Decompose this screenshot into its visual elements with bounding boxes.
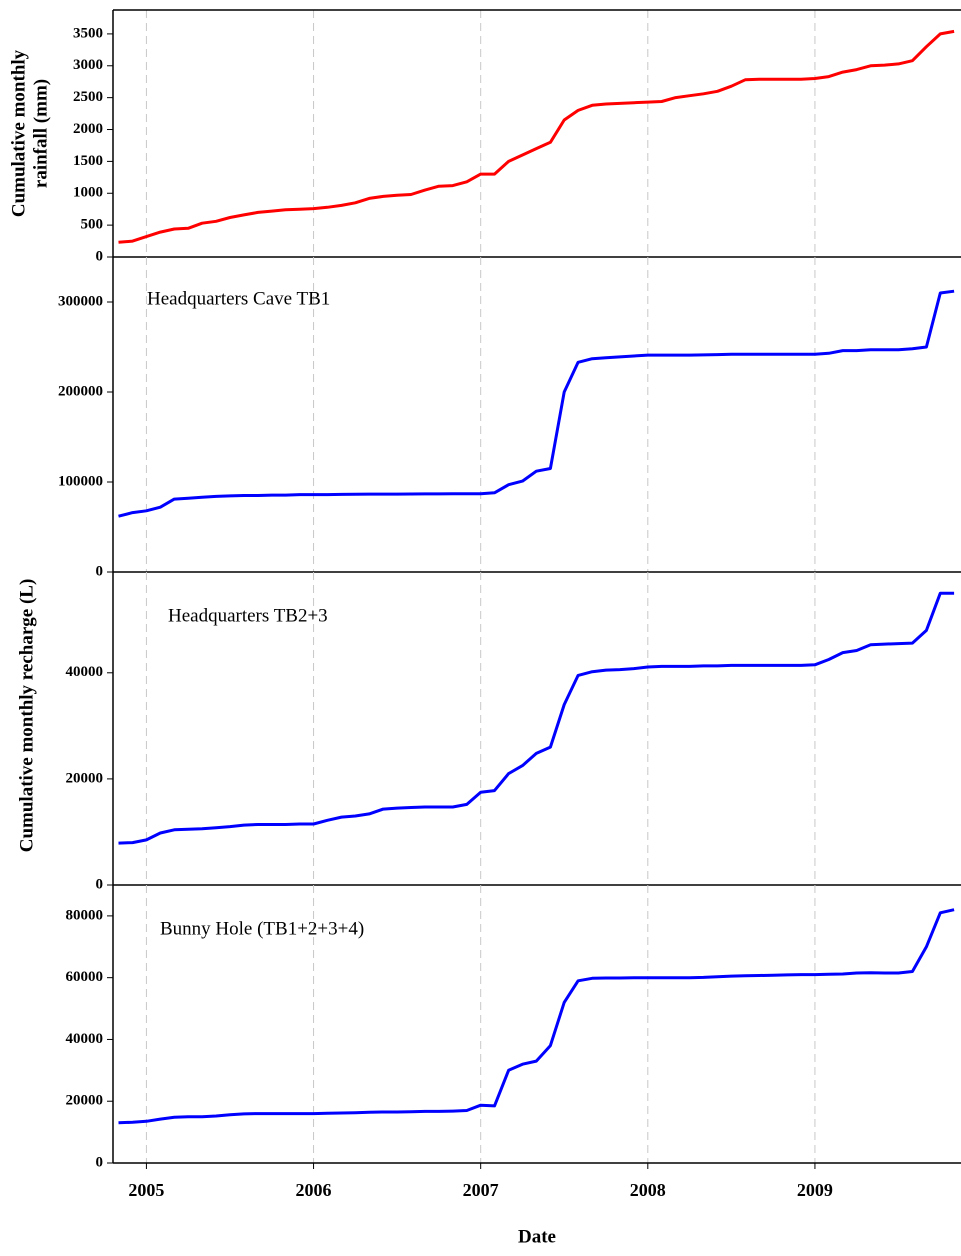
x-axis-label: Date — [518, 1226, 556, 1247]
data-line — [118, 289, 955, 518]
x-tick-label: 2009 — [797, 1180, 833, 1200]
x-tick-label: 2006 — [296, 1180, 332, 1200]
y-tick-label: 500 — [81, 217, 104, 233]
y-tick-label: 0 — [96, 876, 104, 892]
panel-label: Headquarters Cave TB1 — [147, 288, 330, 309]
y-tick-label: 20000 — [66, 1093, 104, 1109]
y-tick-label: 0 — [96, 563, 104, 579]
y-axis-label: Cumulative monthly — [8, 49, 29, 217]
y-axis-label: rainfall (mm) — [30, 79, 51, 188]
y-axis-label: Cumulative monthly recharge (L) — [16, 579, 37, 853]
y-tick-label: 40000 — [66, 664, 104, 680]
data-line — [118, 29, 955, 244]
x-tick-label: 2007 — [463, 1180, 499, 1200]
y-tick-label: 0 — [96, 248, 104, 264]
y-tick-label: 40000 — [66, 1031, 104, 1047]
y-tick-label: 3500 — [73, 25, 103, 41]
data-line — [118, 908, 955, 1125]
data-line — [118, 591, 955, 845]
y-tick-label: 80000 — [66, 907, 104, 923]
x-tick-label: 2005 — [128, 1180, 164, 1200]
y-tick-label: 20000 — [66, 770, 104, 786]
y-tick-label: 200000 — [58, 383, 103, 399]
y-tick-label: 2500 — [73, 89, 103, 105]
panel-label: Headquarters TB2+3 — [168, 605, 328, 626]
y-tick-label: 2000 — [73, 121, 103, 137]
y-tick-label: 1000 — [73, 185, 103, 201]
y-tick-label: 60000 — [66, 969, 104, 985]
panel-label: Bunny Hole (TB1+2+3+4) — [160, 918, 364, 939]
y-tick-label: 300000 — [58, 293, 103, 309]
y-tick-label: 1500 — [73, 153, 103, 169]
y-tick-label: 3000 — [73, 57, 103, 73]
x-tick-label: 2008 — [630, 1180, 666, 1200]
y-tick-label: 100000 — [58, 473, 103, 489]
y-tick-label: 0 — [96, 1154, 104, 1170]
